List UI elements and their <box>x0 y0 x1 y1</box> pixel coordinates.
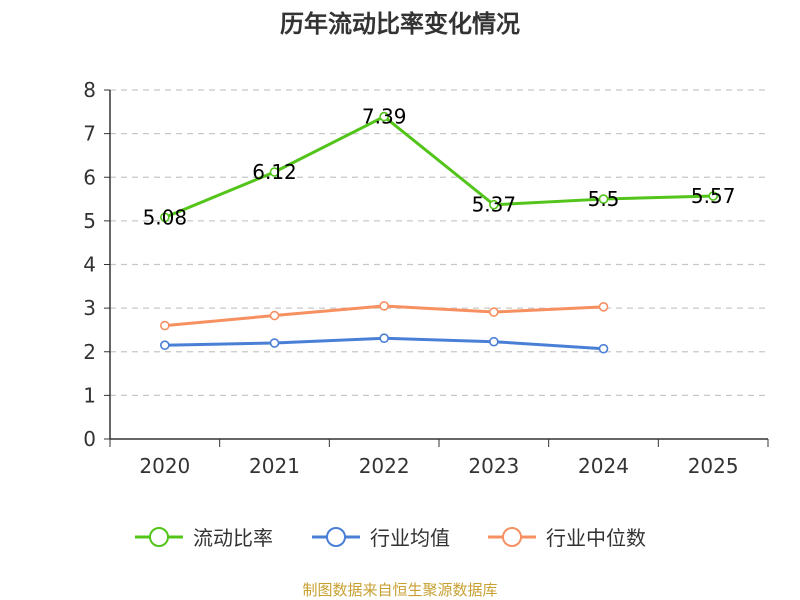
x-tick-label: 2024 <box>578 454 629 478</box>
y-tick-label: 5 <box>83 209 96 233</box>
data-label: 6.12 <box>252 160 297 184</box>
data-point <box>598 302 609 312</box>
source-note: 制图数据来自恒生聚源数据库 <box>302 581 497 599</box>
data-point <box>160 340 170 351</box>
data-point <box>379 301 389 311</box>
legend-label: 行业均值 <box>370 526 450 550</box>
legend-label: 流动比率 <box>193 526 273 550</box>
y-tick-label: 1 <box>83 383 96 407</box>
data-point <box>379 333 389 344</box>
y-tick-label: 3 <box>83 296 96 320</box>
data-point <box>489 307 499 317</box>
series-lines <box>160 111 718 354</box>
axes: 0 1 2 3 4 5 6 7 8 2020 2021 2022 2023 2024 2025 <box>83 78 769 478</box>
x-tick-label: 2023 <box>468 454 519 478</box>
x-tick-label: 2022 <box>359 454 410 478</box>
legend-swatch-marker <box>326 527 346 547</box>
legend-swatch-marker <box>502 527 522 547</box>
data-point <box>269 338 280 348</box>
data-point <box>708 191 718 201</box>
data-labels: 5.08 6.12 7.39 5.37 5.5 5.57 <box>143 105 736 230</box>
y-tick-label: 6 <box>83 165 96 189</box>
legend-swatch-marker <box>149 527 169 547</box>
chart-title: 历年流动比率变化情况 <box>280 10 520 38</box>
y-tick-label: 8 <box>83 78 96 102</box>
data-point <box>598 343 609 354</box>
data-label: 5.37 <box>472 193 517 217</box>
legend: 流动比率 行业均值 行业中位数 <box>135 526 646 550</box>
x-tick-label: 2020 <box>139 454 190 478</box>
data-point <box>269 167 280 177</box>
data-point <box>160 320 170 331</box>
legend-label: 行业中位数 <box>546 526 646 550</box>
y-tick-label: 7 <box>83 122 96 146</box>
x-tick-label: 2025 <box>688 454 739 478</box>
data-point <box>489 199 499 210</box>
data-point <box>598 194 609 204</box>
x-tick-label: 2021 <box>249 454 300 478</box>
data-label: 7.39 <box>362 105 407 129</box>
data-label: 5.5 <box>588 187 620 211</box>
data-point <box>269 310 280 321</box>
series-line <box>164 115 714 219</box>
data-point <box>379 111 389 122</box>
y-tick-label: 4 <box>83 253 96 277</box>
y-tick-label: 0 <box>83 427 96 451</box>
y-tick-label: 2 <box>83 340 96 364</box>
data-label: 5.57 <box>691 184 736 208</box>
data-point <box>489 336 499 347</box>
grid-lines <box>110 89 768 396</box>
data-point <box>160 212 170 223</box>
data-label: 5.08 <box>143 205 188 229</box>
